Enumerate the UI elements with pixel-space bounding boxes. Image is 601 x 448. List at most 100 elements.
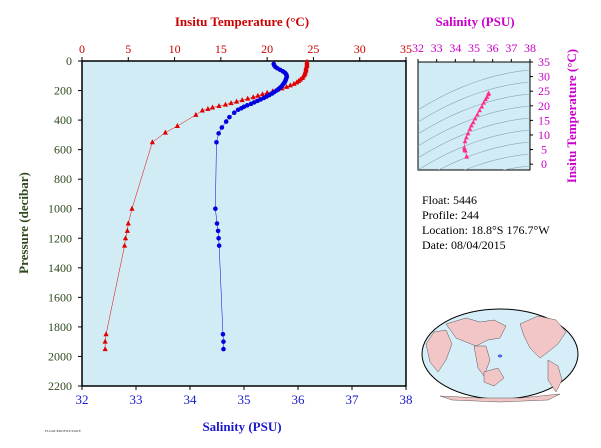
- temperature-point: [174, 123, 180, 128]
- bottom-axis-tick-label: 33: [130, 392, 143, 407]
- top-axis-label: Insitu Temperature (°C): [175, 14, 309, 29]
- salinity-point: [216, 131, 221, 136]
- ts-point: [469, 123, 474, 128]
- bottom-axis-tick-label: 34: [184, 392, 198, 407]
- inset-y-tick-label: 0: [541, 157, 547, 171]
- profile-number: Profile: 244: [422, 208, 479, 222]
- y-axis-tick-label: 1000: [48, 202, 72, 216]
- salinity-point: [227, 114, 232, 120]
- footer-note: FLOAT/PROFILE/DATE: [45, 429, 81, 433]
- salinity-point: [231, 110, 237, 116]
- inset-x-tick-label: 38: [524, 41, 536, 55]
- density-contour: [418, 117, 530, 159]
- top-axis-tick-label: 25: [307, 42, 319, 56]
- world-map: *: [421, 308, 579, 403]
- temperature-point: [259, 91, 266, 97]
- temperature-point: [245, 95, 251, 101]
- inset-x-tick-label: 32: [412, 41, 424, 55]
- ts-point: [462, 138, 468, 144]
- temperature-point: [205, 106, 211, 112]
- salinity-point: [213, 206, 218, 212]
- ts-point: [475, 111, 480, 117]
- bottom-axis-tick-label: 37: [346, 392, 360, 407]
- temperature-point: [102, 338, 108, 344]
- y-axis-tick-label: 400: [54, 113, 72, 127]
- y-axis-tick-label: 200: [54, 84, 72, 98]
- temperature-point: [162, 129, 168, 135]
- inset-y-tick-label: 25: [538, 84, 550, 98]
- ts-point: [464, 135, 469, 140]
- top-axis-tick-label: 5: [125, 42, 131, 56]
- location: Location: 18.8°S 176.7°W: [422, 223, 550, 237]
- salinity-point: [220, 331, 226, 337]
- top-axis-tick-label: 35: [400, 42, 412, 56]
- salinity-point: [216, 243, 222, 248]
- salinity-point: [248, 101, 254, 107]
- inset-x-tick-label: 33: [431, 41, 443, 55]
- y-axis-tick-label: 1800: [48, 320, 72, 334]
- inset-y-axis-label: Insitu Temperature (°C): [564, 49, 579, 183]
- ts-point: [470, 119, 476, 125]
- density-contour: [418, 81, 530, 123]
- bottom-axis-tick-label: 36: [292, 392, 306, 407]
- y-axis-tick-label: 2000: [48, 349, 72, 363]
- inset-y-tick-label: 15: [538, 113, 550, 127]
- temperature-point: [199, 107, 205, 113]
- ts-point: [467, 126, 473, 131]
- y-axis-tick-label: 1200: [48, 231, 72, 245]
- y-axis-tick-label: 2200: [48, 379, 72, 393]
- ts-point: [483, 96, 488, 102]
- temperature-point: [102, 346, 108, 352]
- salinity-point: [223, 119, 229, 124]
- top-axis-tick-label: 10: [169, 42, 181, 56]
- density-contour: [418, 93, 530, 135]
- inset-x-tick-label: 34: [449, 41, 461, 55]
- ts-inset-area: [417, 61, 531, 171]
- bottom-axis-label: Salinity (PSU): [202, 419, 281, 434]
- salinity-point: [215, 228, 221, 234]
- ts-point: [472, 116, 478, 121]
- y-axis-tick-label: 1600: [48, 290, 72, 304]
- map-land: [425, 315, 567, 403]
- top-axis-tick-label: 30: [354, 42, 366, 56]
- temperature-point: [283, 83, 290, 89]
- temperature-point: [209, 104, 216, 110]
- temperature-point: [228, 100, 234, 106]
- inset-x-tick-label: 35: [468, 41, 480, 55]
- temperature-point: [121, 242, 128, 248]
- temperature-point: [291, 80, 297, 86]
- salinity-point: [219, 125, 225, 130]
- ts-point: [479, 104, 485, 109]
- ts-point: [465, 130, 471, 136]
- temperature-point: [122, 235, 129, 241]
- ts-point: [464, 154, 470, 159]
- main-plot-area: [81, 60, 407, 387]
- temperature-point: [193, 111, 199, 117]
- temperature-point: [222, 101, 229, 107]
- density-contour: [418, 69, 530, 111]
- top-axis-tick-label: 20: [261, 42, 273, 56]
- inset-y-tick-label: 5: [541, 143, 547, 157]
- temperature-point: [124, 227, 130, 233]
- inset-x-tick-label: 37: [505, 41, 517, 55]
- date: Date: 08/04/2015: [422, 238, 506, 252]
- temperature-point: [125, 220, 131, 226]
- temperature-point: [103, 331, 109, 337]
- y-axis-tick-label: 1400: [48, 261, 72, 275]
- inset-y-tick-label: 35: [538, 55, 550, 69]
- salinity-point: [216, 235, 221, 241]
- density-contour: [502, 165, 530, 170]
- float-location-marker: *: [497, 352, 503, 364]
- temperature-point: [239, 97, 245, 103]
- temperature-point: [129, 205, 135, 211]
- salinity-point: [214, 139, 219, 145]
- inset-y-tick-label: 20: [538, 99, 550, 113]
- temperature-point: [149, 139, 155, 145]
- bottom-axis-tick-label: 32: [76, 392, 89, 407]
- top-axis-tick-label: 0: [79, 42, 85, 56]
- density-contour: [464, 153, 530, 170]
- ts-point: [463, 148, 468, 153]
- inset-y-tick-label: 10: [538, 128, 550, 142]
- temperature-point: [250, 94, 256, 100]
